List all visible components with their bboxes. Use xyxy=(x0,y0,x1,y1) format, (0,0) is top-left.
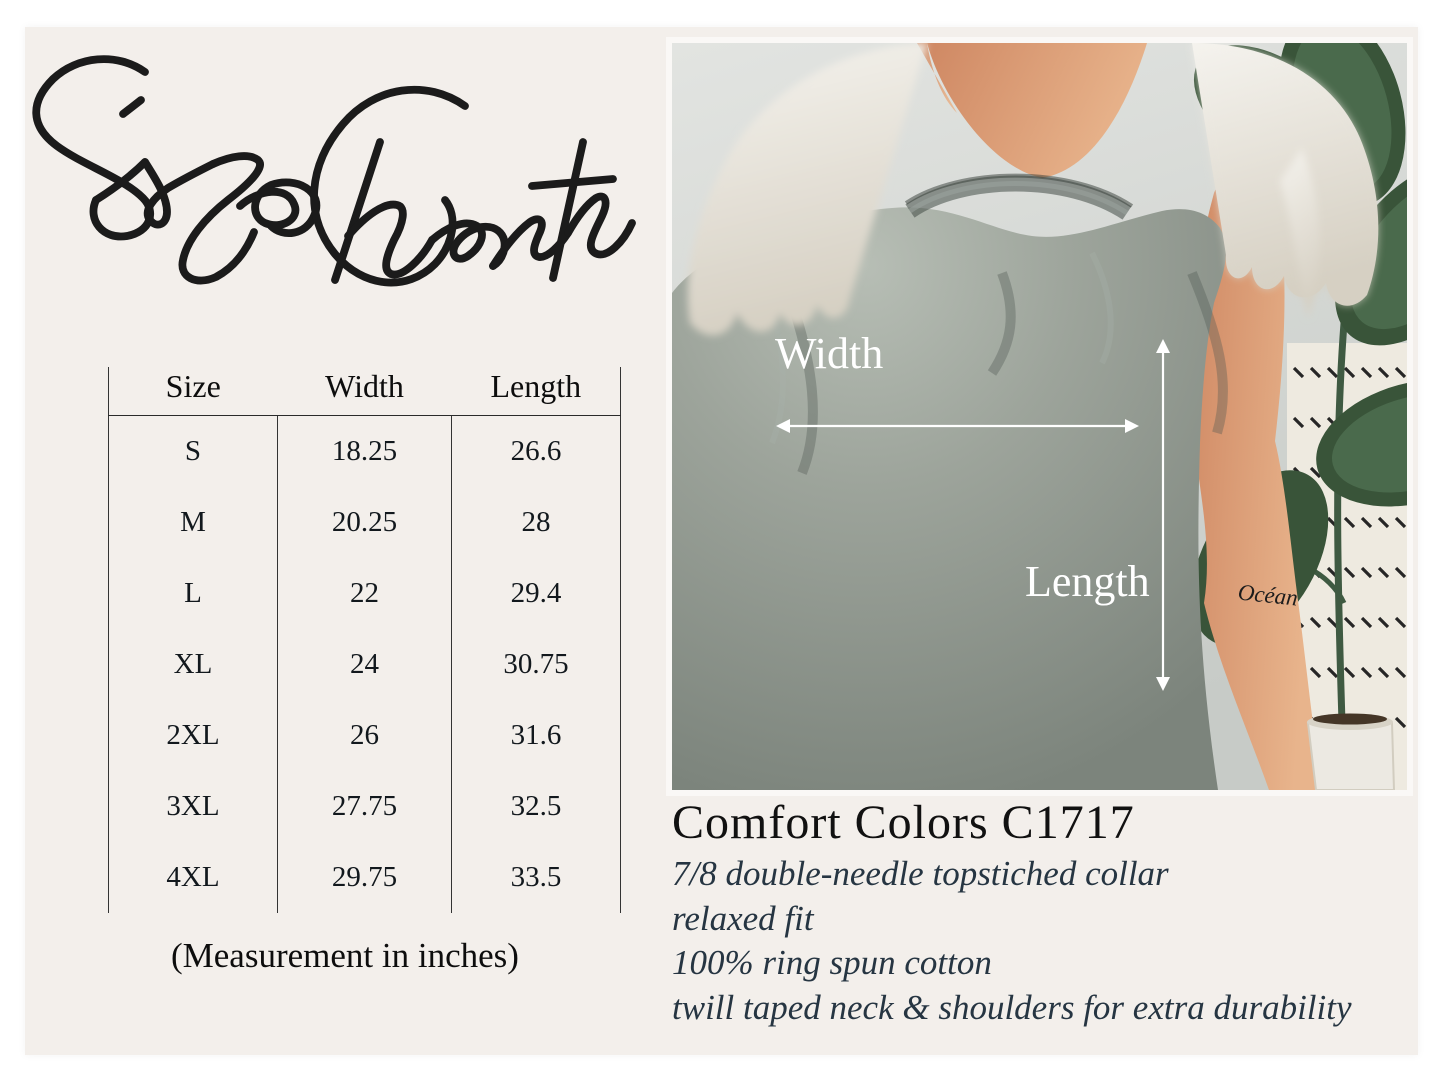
svg-text:Length: Length xyxy=(1025,557,1150,606)
svg-text:Width: Width xyxy=(775,329,883,378)
